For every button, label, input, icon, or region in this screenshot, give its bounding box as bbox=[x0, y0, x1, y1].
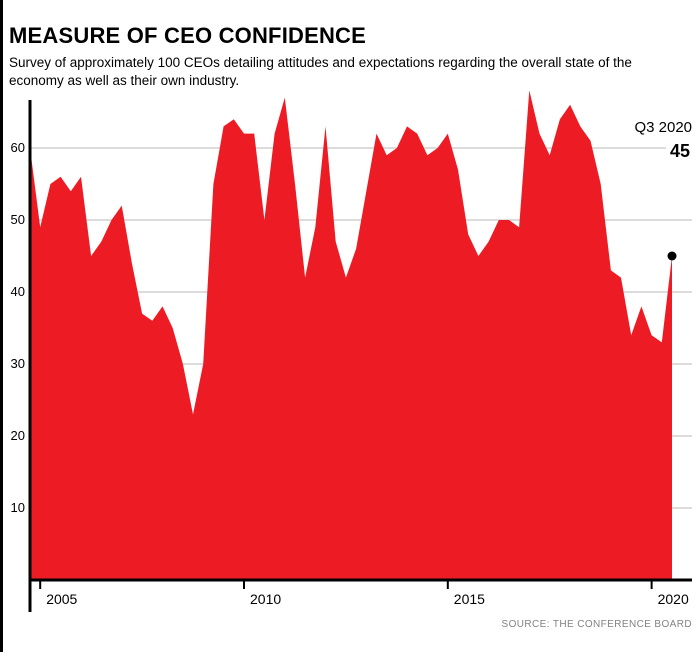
y-axis-label: 60 bbox=[10, 140, 25, 155]
y-axis-label: 30 bbox=[10, 356, 25, 371]
source-credit: SOURCE: THE CONFERENCE BOARD bbox=[501, 619, 692, 630]
latest-quarter-label: Q3 2020 bbox=[634, 119, 692, 136]
x-axis-label: 2020 bbox=[657, 591, 689, 607]
latest-value: 45 bbox=[665, 141, 692, 163]
y-axis-label: 50 bbox=[10, 212, 25, 227]
latest-value-annotation: Q3 2020 45 bbox=[634, 119, 692, 163]
left-edge-rule bbox=[0, 0, 3, 652]
y-axis-label: 10 bbox=[10, 500, 25, 515]
latest-point-dot bbox=[667, 251, 677, 261]
confidence-area bbox=[30, 90, 672, 581]
y-axis-label: 40 bbox=[10, 284, 25, 299]
x-axis-label: 2010 bbox=[250, 591, 282, 607]
x-axis-label: 2015 bbox=[453, 591, 485, 607]
y-axis-label: 20 bbox=[10, 428, 25, 443]
chart-subtitle: Survey of approximately 100 CEOs detaili… bbox=[9, 55, 632, 88]
x-axis-label: 2005 bbox=[46, 591, 78, 607]
chart-title: MEASURE OF CEO CONFIDENCE bbox=[9, 23, 367, 48]
